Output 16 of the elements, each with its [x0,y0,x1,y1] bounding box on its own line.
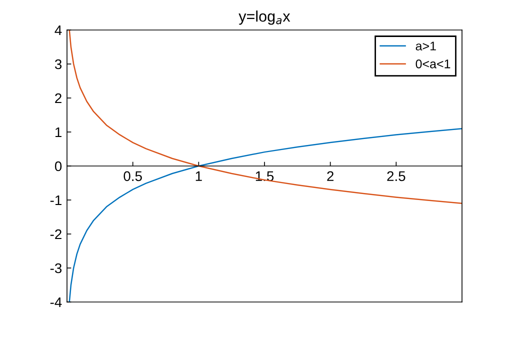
y-tick-label: -3 [50,263,62,274]
y-tick-label: 4 [54,25,62,36]
x-tick-label: 0.5 [124,171,142,182]
legend-label: 0<a<1 [416,59,450,68]
y-tick-label: 1 [55,127,62,138]
chart-title: y=log$_{a}$x [238,10,290,25]
x-tick-label: 1 [196,171,202,181]
y-tick-label: -2 [50,229,62,240]
y-tick-label: -1 [50,195,62,206]
y-tick-label: 3 [54,59,62,70]
legend-label: a>1 [416,42,436,50]
y-tick-label: 2 [55,93,62,104]
y-tick-label: 0 [54,161,62,172]
y-tick-label: -4 [50,297,62,308]
x-tick-label: 2 [327,171,334,181]
x-tick-label: 2.5 [387,171,406,182]
